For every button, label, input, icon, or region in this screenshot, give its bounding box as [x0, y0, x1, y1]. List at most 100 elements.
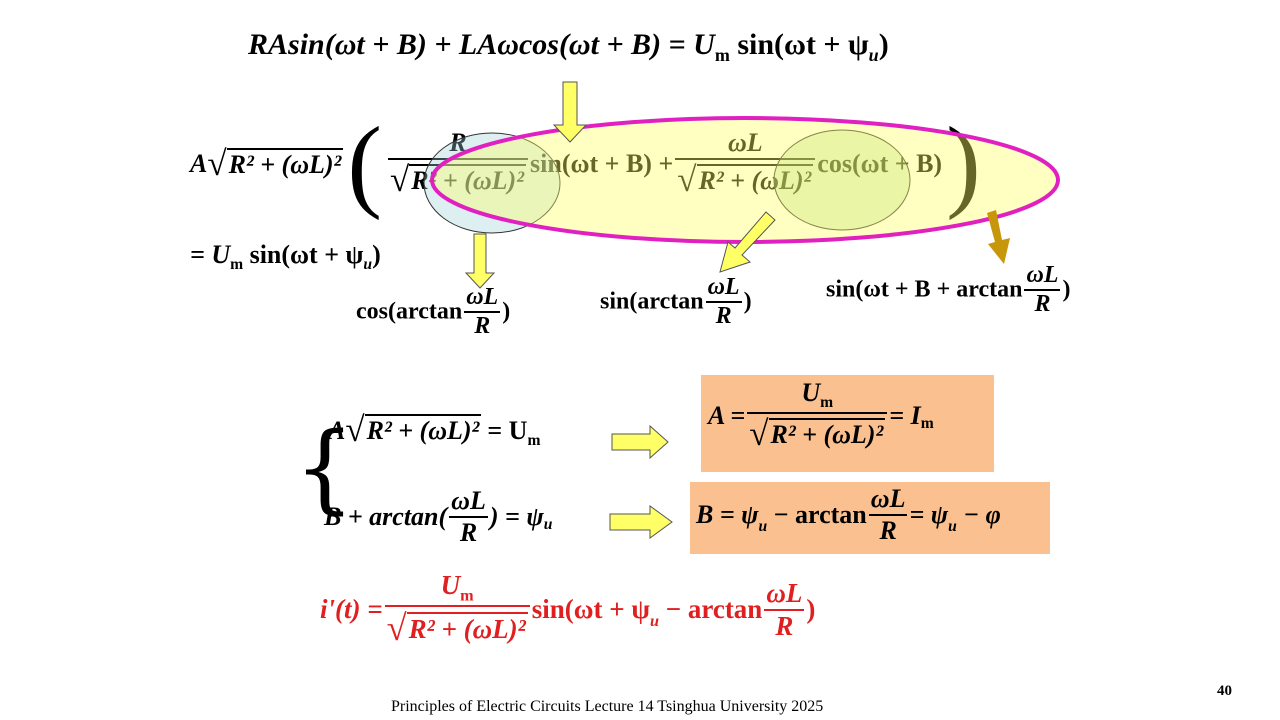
anno-sin-prefix: sin(arctan — [600, 288, 704, 315]
annotation-cos: cos(arctan ωL R) — [356, 284, 510, 340]
anno-cos-den: R — [464, 311, 501, 340]
sqrt-sign: √ — [207, 144, 227, 183]
fraction-2-den: √R² + (ωL)² — [675, 158, 816, 200]
equation-expanded: A√R² + (ωL)²(R √R² + (ωL)² sin(ωt + B) + ωL… — [190, 112, 981, 216]
final-mid: sin(ωt + ψ — [531, 594, 650, 625]
anno-combined-suffix: ) — [1062, 276, 1071, 303]
anno-cos-prefix: cos(arctan — [356, 298, 463, 325]
result-a-den-radicand: R² + (ωL)² — [768, 418, 886, 450]
anno-combined-prefix: sin(ωt + B + arctan — [826, 276, 1023, 303]
result-b-frac: ωL R — [868, 484, 908, 546]
slide-footer: Principles of Electric Circuits Lecture … — [391, 698, 824, 715]
highlight-ellipse-small-right — [773, 129, 911, 231]
anno-combined-frac: ωL R — [1024, 262, 1061, 318]
fraction-2-den-radicand: R² + (ωL)² — [696, 164, 814, 195]
expanded-term-1: sin(ωt + B) + — [530, 149, 674, 178]
anno-sin-num: ωL — [707, 274, 740, 300]
sqrt-sign: √ — [386, 608, 407, 649]
page-number: 40 — [1217, 683, 1232, 699]
system-eq2-prefix: B + arctan( — [324, 502, 448, 531]
arrow-down-top — [552, 81, 588, 143]
arrow-diagonal — [719, 211, 776, 273]
result-b-tail: − φ — [956, 500, 1001, 529]
expanded-term-2: cos(ωt + B) — [817, 149, 943, 178]
system-brace: { — [294, 412, 356, 524]
final-num: Um — [385, 570, 530, 605]
result-a-frac: Um √R² + (ωL)² — [747, 378, 888, 454]
result-a-num-text: U — [801, 378, 821, 407]
result-a-num: Um — [747, 378, 887, 412]
rhs2-text: = U — [190, 240, 231, 269]
system-eq1-radicand: R² + (ωL)² — [364, 414, 482, 445]
final-equation: i'(t) = Um √R² + (ωL)² sin(ωt + ψu − arctan… — [320, 570, 815, 649]
sqrt-sign: √ — [345, 410, 365, 449]
result-b-rhs: = ψ — [909, 500, 949, 529]
system-eq2-num: ωL — [451, 486, 486, 515]
highlight-ellipse-small-left — [423, 132, 561, 234]
system-eq-1: A√R² + (ωL)² = Um — [328, 410, 540, 450]
system-eq2-den: R — [449, 516, 488, 548]
final-close: ) — [806, 594, 816, 625]
fraction-2-num: ωL — [727, 128, 763, 157]
arrow-right-2 — [609, 505, 673, 539]
anno-cos-num: ωL — [466, 284, 499, 310]
result-box-b — [690, 482, 1050, 554]
result-b-num: ωL — [870, 484, 906, 513]
result-b-rhs-sub: u — [948, 517, 957, 535]
equation-top-psi-sub: u — [868, 45, 879, 65]
result-a: A = Um √R² + (ωL)² = Im — [708, 378, 934, 454]
system-eq2-frac: ωL R — [449, 486, 488, 548]
final-den-radicand: R² + (ωL)² — [406, 612, 528, 645]
highlight-ellipse-main — [430, 116, 1060, 244]
result-b-den: R — [868, 514, 908, 546]
anno-sin-frac: ωL R — [705, 274, 742, 330]
result-a-den: √R² + (ωL)² — [747, 412, 888, 454]
result-b-lhs: B = ψ — [696, 500, 759, 529]
fraction-2: ωL √R² + (ωL)² — [675, 128, 816, 200]
anno-sin-den: R — [705, 301, 742, 330]
equation-top: RAsin(ωt + B) + LAωcos(ωt + B) = Um sin(… — [248, 28, 889, 66]
annotation-sin: sin(arctan ωL R) — [600, 274, 752, 330]
final-frac-den: R — [764, 608, 805, 642]
rhs2-close: ) — [372, 240, 381, 269]
result-b: B = ψu − arctan ωL R = ψu − φ — [696, 484, 1001, 546]
anno-cos-frac: ωL R — [464, 284, 501, 340]
anno-combined-den: R — [1024, 289, 1061, 318]
annotation-combined: sin(ωt + B + arctan ωL R) — [826, 262, 1070, 318]
result-a-num-sub: m — [820, 394, 834, 412]
system-eq2-rhs: ) = ψ — [489, 502, 544, 531]
final-frac-small: ωL R — [764, 577, 805, 642]
rhs2-psi-sub: u — [363, 256, 373, 274]
expanded-radicand: R² + (ωL)² — [226, 148, 344, 179]
equation-rhs-2: = Um sin(ωt + ψu) — [190, 240, 381, 274]
final-frac-main: Um √R² + (ωL)² — [384, 570, 530, 649]
rhs2-rest: sin(ωt + ψ — [243, 240, 364, 269]
final-frac-num: ωL — [766, 577, 803, 608]
final-mid2: − arctan — [658, 594, 763, 625]
result-a-rhs-sub: m — [920, 415, 934, 433]
expanded-a: A — [190, 149, 208, 178]
anno-combined-num: ωL — [1026, 262, 1059, 288]
final-mid-sub: u — [649, 611, 659, 630]
equation-top-lhs: RAsin(ωt + B) + LAωcos(ωt + B) = — [248, 28, 694, 61]
system-eq-2: B + arctan(ωL R) = ψu — [324, 486, 552, 548]
system-eq1-rhs: = U — [487, 416, 528, 445]
result-box-a — [701, 375, 994, 472]
equation-top-um: U — [693, 28, 715, 61]
arrow-gold — [987, 210, 1010, 264]
system-eq1-sub: m — [527, 432, 541, 450]
result-b-mid: − arctan — [767, 500, 867, 529]
arrow-right-1 — [611, 424, 669, 460]
rhs2-sub: m — [230, 256, 244, 274]
equation-top-rhs: sin(ωt + ψ — [729, 28, 869, 61]
system-eq2-sub: u — [543, 516, 553, 534]
result-b-lhs-sub: u — [758, 517, 768, 535]
big-paren-close: ) — [946, 106, 981, 221]
anno-sin-suffix: ) — [743, 288, 752, 315]
final-num-text: U — [440, 570, 461, 600]
final-num-sub: m — [460, 586, 474, 605]
system-eq1-a: A — [328, 416, 346, 445]
final-lhs: i'(t) = — [320, 594, 383, 625]
final-den: √R² + (ωL)² — [384, 605, 530, 649]
